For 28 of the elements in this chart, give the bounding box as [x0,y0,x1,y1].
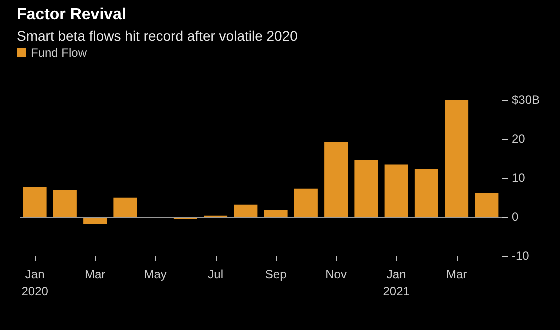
y-tick-label: -10 [512,249,530,263]
y-tick-label: $30B [512,93,540,107]
bar [53,190,77,217]
bar [294,188,318,217]
x-tick-label: Nov [326,268,347,282]
x-tick-label: Jan 2021 [383,268,410,298]
chart-title: Factor Revival [17,6,126,24]
bar [234,204,258,217]
bar [475,193,499,217]
x-tick-label: Mar [84,268,106,282]
bar [114,198,138,217]
bar [414,169,438,217]
y-tick-label: 10 [512,171,526,185]
x-tick-label: Jul [208,268,224,282]
y-tick-label: 20 [512,132,526,146]
x-tick-label: May [144,268,167,282]
bar [445,100,469,217]
y-tick-label: 0 [512,210,519,224]
chart-subtitle: Smart beta flows hit record after volatile 2020 [17,28,298,44]
x-tick-label: Mar [446,268,468,282]
x-tick-label: Sep [265,268,288,282]
legend-label: Fund Flow [31,46,88,60]
bar [354,160,378,217]
bar [384,164,408,217]
bar [23,186,47,217]
x-tick-label: Jan 2020 [22,268,49,298]
bar [324,142,348,217]
bar [264,210,288,217]
